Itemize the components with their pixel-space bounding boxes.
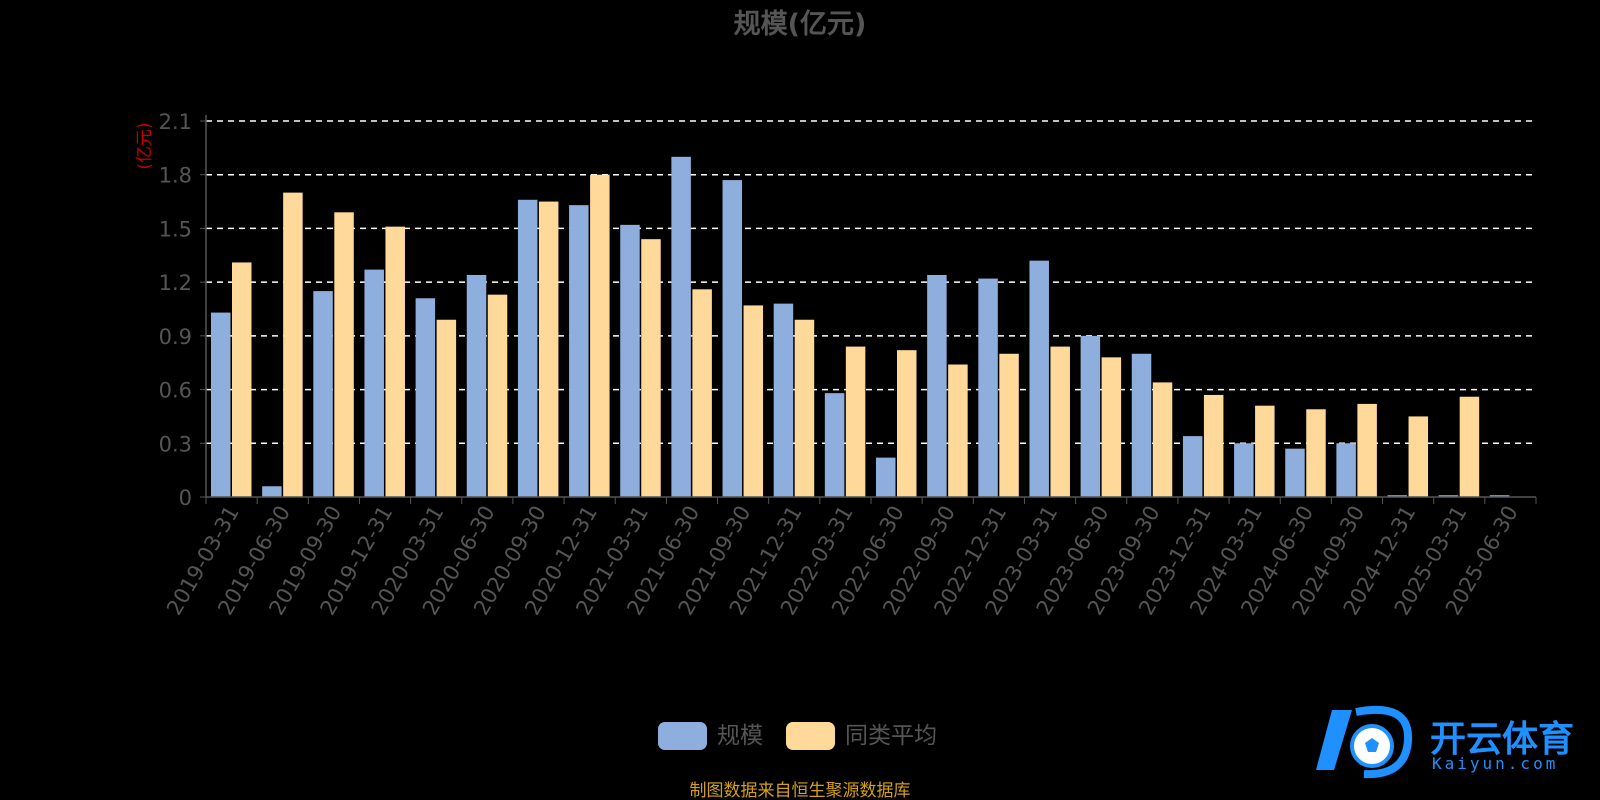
bar-peer-average xyxy=(590,174,610,497)
y-tick-label: 1.2 xyxy=(159,271,192,295)
bar-peer-average xyxy=(1152,382,1173,497)
bar-scale xyxy=(824,393,845,497)
bar-scale xyxy=(927,274,947,497)
y-tick-label: 0.3 xyxy=(159,432,192,456)
y-tick-label: 0 xyxy=(179,486,192,510)
bar-peer-average xyxy=(1408,416,1429,497)
y-tick-label: 1.5 xyxy=(159,217,192,241)
bar-peer-average xyxy=(436,319,457,497)
bar-scale xyxy=(466,274,487,497)
bar-peer-average xyxy=(538,201,559,498)
x-axis-ticks: 2019-03-312019-06-302019-09-302019-12-31… xyxy=(162,497,1537,619)
source-note: 制图数据来自恒生聚源数据库 xyxy=(690,781,911,800)
axes xyxy=(205,115,1536,498)
bar-scale xyxy=(569,205,589,497)
legend-label[interactable]: 同类平均 xyxy=(845,723,937,749)
bar-peer-average xyxy=(641,239,661,497)
bar-scale xyxy=(1131,353,1152,497)
bar-scale xyxy=(1438,495,1459,497)
bar-scale xyxy=(517,199,538,497)
bar-peer-average xyxy=(232,262,252,497)
bar-scale xyxy=(313,291,333,497)
y-axis-label: (亿元) xyxy=(135,122,155,169)
y-axis-ticks: 0 0.3 0.6 0.9 1.2 1.5 1.8 2.1 xyxy=(159,110,206,510)
y-tick-label: 0.9 xyxy=(159,325,192,349)
legend-swatch[interactable] xyxy=(786,722,835,750)
bar-peer-average xyxy=(487,294,508,497)
bar-peer-average xyxy=(897,350,917,497)
bar-scale xyxy=(1336,443,1356,497)
bar-scale xyxy=(415,298,436,497)
bar-peer-average xyxy=(1357,403,1377,497)
y-tick-label: 2.1 xyxy=(159,110,192,134)
bar-scale xyxy=(620,224,640,497)
bar-peer-average xyxy=(1255,405,1275,497)
bar-peer-average xyxy=(794,319,815,497)
bars xyxy=(211,156,1510,498)
gridlines xyxy=(206,120,1536,445)
watermark-logo: 开云体育 Kaiyun.com xyxy=(1312,700,1592,780)
bar-peer-average xyxy=(334,212,354,498)
bar-scale xyxy=(1489,495,1510,497)
bar-scale xyxy=(1387,495,1408,497)
bar-scale xyxy=(364,269,384,497)
bar-scale xyxy=(773,303,794,497)
bar-peer-average xyxy=(1203,394,1224,497)
bar-scale xyxy=(978,278,998,497)
bar-peer-average xyxy=(283,192,303,497)
watermark-brand: 开云体育 xyxy=(1430,719,1575,760)
bar-peer-average xyxy=(743,305,764,497)
bar-peer-average xyxy=(1050,346,1070,497)
legend: 规模 同类平均 xyxy=(658,722,937,750)
bar-scale xyxy=(1029,260,1049,497)
bar-scale xyxy=(1285,448,1305,497)
bar-scale xyxy=(671,156,691,498)
bar-peer-average xyxy=(692,289,712,497)
bar-scale xyxy=(1234,443,1254,497)
bar-peer-average xyxy=(385,226,405,497)
bar-scale xyxy=(876,457,896,497)
soccer-ball-icon xyxy=(1316,705,1413,779)
bar-peer-average xyxy=(845,346,866,497)
bar-peer-average xyxy=(1459,396,1480,497)
bar-scale xyxy=(1182,436,1203,497)
watermark-domain: Kaiyun.com xyxy=(1432,754,1559,773)
bar-scale xyxy=(1080,335,1101,497)
bar-scale xyxy=(722,180,743,498)
chart-title: 规模(亿元) xyxy=(734,9,867,40)
legend-swatch[interactable] xyxy=(658,722,707,750)
bar-scale xyxy=(262,486,282,497)
y-tick-label: 1.8 xyxy=(159,164,192,188)
legend-label[interactable]: 规模 xyxy=(717,723,763,749)
bar-peer-average xyxy=(948,364,968,497)
bar-scale xyxy=(211,312,231,497)
bar-peer-average xyxy=(1101,357,1122,497)
y-tick-label: 0.6 xyxy=(159,379,192,403)
bar-peer-average xyxy=(999,353,1019,497)
bar-peer-average xyxy=(1306,409,1326,497)
